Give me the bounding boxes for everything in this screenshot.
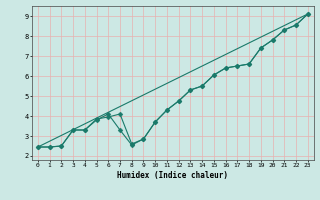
X-axis label: Humidex (Indice chaleur): Humidex (Indice chaleur) (117, 171, 228, 180)
